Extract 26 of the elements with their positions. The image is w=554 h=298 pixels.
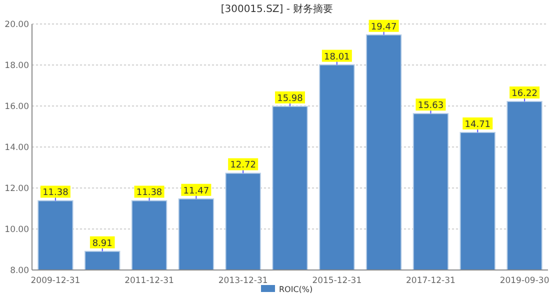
- data-label: 19.47: [370, 22, 397, 32]
- x-tick-label: 2009-12-31: [30, 276, 80, 286]
- data-label: 8.91: [92, 238, 112, 249]
- y-tick-label: 20.00: [4, 20, 29, 30]
- y-tick-label: 16.00: [4, 102, 29, 112]
- y-tick-label: 8.00: [10, 266, 29, 276]
- data-label: 11.38: [42, 188, 69, 198]
- x-tick-label: 2015-12-31: [312, 276, 362, 286]
- chart-title: [300015.SZ] - 财务摘要: [220, 3, 334, 15]
- x-tick-label: 2013-12-31: [218, 276, 268, 286]
- x-tick-label: 2011-12-31: [124, 276, 174, 286]
- data-label: 18.01: [324, 52, 350, 62]
- data-label: 14.71: [464, 120, 491, 130]
- data-label: 15.63: [418, 101, 444, 112]
- x-tick-label: 2019-09-30: [500, 276, 550, 286]
- data-label: 11.38: [136, 188, 162, 198]
- y-tick-label: 14.00: [4, 143, 29, 153]
- data-label: 12.72: [230, 160, 256, 171]
- legend-label: ROIC(%): [279, 285, 313, 294]
- y-tick-label: 10.00: [4, 225, 29, 235]
- data-label: 15.98: [277, 94, 304, 104]
- y-tick-label: 18.00: [4, 61, 29, 71]
- data-label: 11.47: [183, 186, 210, 196]
- y-tick-label: 12.00: [4, 184, 29, 194]
- data-label: 16.22: [512, 88, 538, 99]
- x-tick-label: 2017-12-31: [406, 276, 456, 286]
